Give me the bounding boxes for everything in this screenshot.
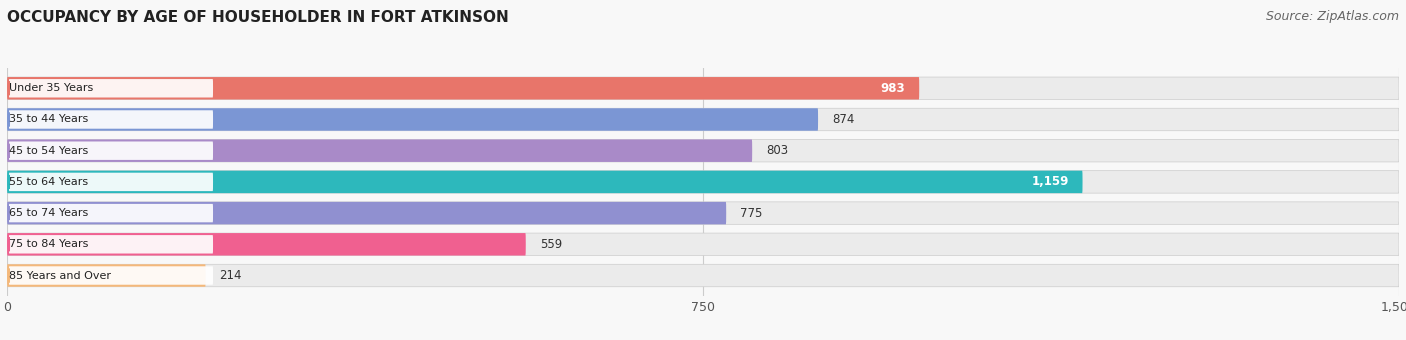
Text: Under 35 Years: Under 35 Years: [10, 83, 94, 93]
FancyBboxPatch shape: [7, 77, 920, 100]
Text: Source: ZipAtlas.com: Source: ZipAtlas.com: [1265, 10, 1399, 23]
Text: 214: 214: [219, 269, 242, 282]
FancyBboxPatch shape: [7, 233, 526, 256]
FancyBboxPatch shape: [8, 266, 214, 285]
Text: 55 to 64 Years: 55 to 64 Years: [10, 177, 89, 187]
FancyBboxPatch shape: [7, 139, 1399, 162]
FancyBboxPatch shape: [8, 235, 214, 254]
FancyBboxPatch shape: [7, 108, 818, 131]
Text: 75 to 84 Years: 75 to 84 Years: [10, 239, 89, 249]
FancyBboxPatch shape: [7, 108, 1399, 131]
Text: 85 Years and Over: 85 Years and Over: [10, 271, 111, 280]
Text: 983: 983: [880, 82, 905, 95]
Text: 803: 803: [766, 144, 789, 157]
FancyBboxPatch shape: [8, 110, 214, 129]
FancyBboxPatch shape: [7, 264, 1399, 287]
FancyBboxPatch shape: [7, 264, 205, 287]
Text: 559: 559: [540, 238, 562, 251]
FancyBboxPatch shape: [7, 77, 1399, 100]
FancyBboxPatch shape: [7, 171, 1399, 193]
FancyBboxPatch shape: [7, 202, 725, 224]
FancyBboxPatch shape: [7, 139, 752, 162]
FancyBboxPatch shape: [7, 171, 1083, 193]
Text: OCCUPANCY BY AGE OF HOUSEHOLDER IN FORT ATKINSON: OCCUPANCY BY AGE OF HOUSEHOLDER IN FORT …: [7, 10, 509, 25]
FancyBboxPatch shape: [8, 79, 214, 98]
FancyBboxPatch shape: [7, 233, 1399, 256]
Text: 35 to 44 Years: 35 to 44 Years: [10, 115, 89, 124]
FancyBboxPatch shape: [8, 141, 214, 160]
Text: 45 to 54 Years: 45 to 54 Years: [10, 146, 89, 156]
Text: 1,159: 1,159: [1031, 175, 1069, 188]
FancyBboxPatch shape: [8, 173, 214, 191]
Text: 874: 874: [832, 113, 855, 126]
Text: 65 to 74 Years: 65 to 74 Years: [10, 208, 89, 218]
Text: 775: 775: [740, 207, 762, 220]
FancyBboxPatch shape: [7, 202, 1399, 224]
FancyBboxPatch shape: [8, 204, 214, 222]
